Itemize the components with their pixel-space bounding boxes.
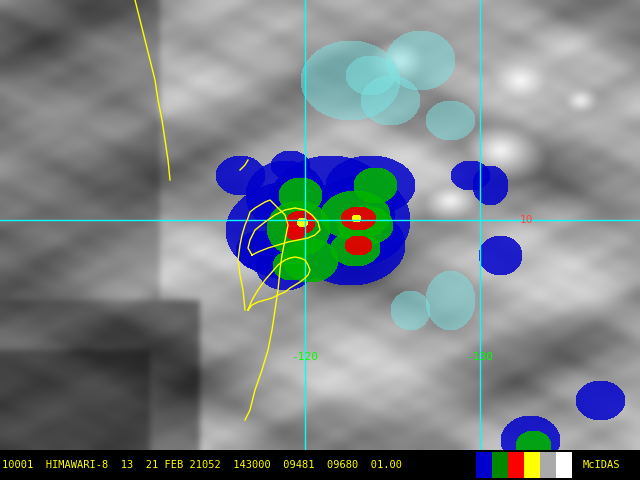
Text: -130: -130 [467,352,493,362]
Text: -120: -120 [291,352,319,362]
Bar [476,452,492,478]
Text: McIDAS: McIDAS [582,460,620,470]
Bar [556,452,572,478]
Bar [540,452,556,478]
Bar [524,452,540,478]
Bar [492,452,508,478]
Bar [508,452,524,478]
Text: 10: 10 [520,215,534,225]
Text: 10001  HIMAWARI-8  13  21 FEB 21052  143000  09481  09680  01.00: 10001 HIMAWARI-8 13 21 FEB 21052 143000 … [2,460,402,470]
Bar [0,450,640,480]
